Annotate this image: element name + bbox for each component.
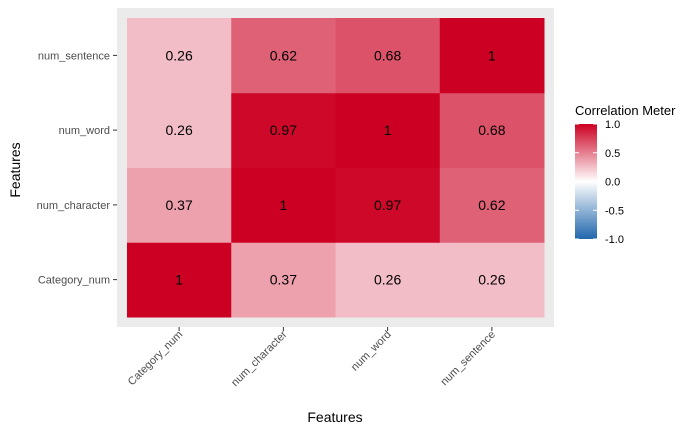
y-tick-label: Category_num: [38, 275, 110, 287]
x-axis: Category_num num_character num_word num_sen…: [126, 327, 498, 389]
heatmap-cell: [335, 18, 441, 94]
x-tick-label: num_word: [349, 329, 394, 374]
y-tick-label: num_word: [59, 125, 110, 137]
cell-value-label: 1: [279, 197, 287, 213]
cell-value-label: 0.68: [478, 122, 505, 138]
y-axis: Category_num num_character num_word num_sen…: [37, 50, 117, 287]
cell-value-label: 1: [384, 122, 392, 138]
legend-colorbar: [575, 124, 597, 239]
legend-tick-label: -1.0: [605, 234, 624, 246]
heatmap-cell: [127, 242, 232, 318]
cell-value-label: 0.97: [270, 122, 297, 138]
cell-value-label: 0.62: [478, 197, 505, 213]
heatmap-cell: [439, 18, 545, 94]
heatmap-cell: [231, 167, 336, 243]
legend: Correlation Meter 1.0 0.5 0.0 -0.5 -1.0: [575, 103, 676, 246]
heatmap-cell: [231, 18, 336, 94]
x-tick-label: num_character: [229, 328, 290, 389]
y-tick-label: num_character: [37, 200, 111, 212]
heatmap-cell: [439, 242, 545, 318]
cell-value-label: 0.26: [374, 272, 401, 288]
cell-value-label: 1: [175, 272, 183, 288]
cell-value-label: 1: [488, 47, 496, 63]
heatmap-cell: [439, 92, 545, 168]
heatmap-cell: [335, 242, 441, 318]
heatmap-cell: [231, 242, 336, 318]
heatmap-cell: [335, 167, 441, 243]
legend-tick-label: 1.0: [605, 119, 620, 131]
heatmap-cell: [231, 92, 336, 168]
cell-value-label: 0.68: [374, 47, 401, 63]
cell-value-label: 0.37: [166, 197, 193, 213]
heatmap-cell: [127, 92, 232, 168]
cell-value-label: 0.26: [166, 47, 193, 63]
legend-tick-label: 0.5: [605, 148, 620, 160]
y-tick-label: num_sentence: [38, 50, 110, 62]
heatmap-cell-labels: 1 0.37 0.26 0.26 0.37 1 0.97 0.62 0.26 0.97 1 0.68 0…: [166, 47, 506, 287]
x-tick-label: Category_num: [126, 329, 186, 389]
heatmap-cell: [127, 18, 232, 94]
heatmap-cells: [127, 18, 545, 318]
x-axis-title: Features: [307, 409, 362, 425]
cell-value-label: 0.26: [478, 272, 505, 288]
legend-tick-label: 0.0: [605, 177, 620, 189]
cell-value-label: 0.62: [270, 47, 297, 63]
heatmap-cell: [127, 167, 232, 243]
cell-value-label: 0.37: [270, 272, 297, 288]
x-tick-label: num_sentence: [438, 329, 498, 389]
heatmap-cell: [335, 92, 441, 168]
cell-value-label: 0.97: [374, 197, 401, 213]
heatmap-cell: [439, 167, 545, 243]
legend-title: Correlation Meter: [575, 103, 676, 118]
legend-tick-label: -0.5: [605, 205, 624, 217]
cell-value-label: 0.26: [166, 122, 193, 138]
y-axis-title: Features: [7, 142, 23, 197]
